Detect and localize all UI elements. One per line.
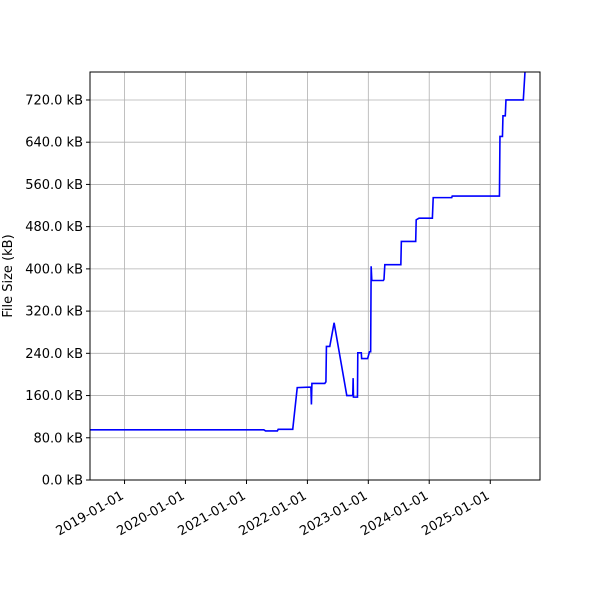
y-tick-label: 640.0 kB (25, 136, 83, 151)
y-tick-label: 160.0 kB (25, 389, 83, 404)
x-tick-label: 2024-01-01 (358, 488, 431, 539)
y-tick-label: 240.0 kB (25, 347, 83, 362)
y-tick-label: 480.0 kB (25, 220, 83, 235)
y-tick-label: 0.0 kB (42, 474, 83, 489)
x-tick-label: 2022-01-01 (236, 488, 309, 539)
x-tick-label: 2020-01-01 (115, 488, 188, 539)
x-tick-label: 2021-01-01 (176, 488, 249, 539)
y-tick-label: 80.0 kB (33, 431, 83, 446)
x-tick-label: 2023-01-01 (297, 488, 370, 539)
x-tick-label: 2019-01-01 (54, 488, 127, 539)
y-tick-label: 320.0 kB (25, 305, 83, 320)
x-tick-label: 2025-01-01 (419, 488, 492, 539)
y-tick-label: 560.0 kB (25, 178, 83, 193)
line-series (90, 71, 526, 432)
y-tick-label: 720.0 kB (25, 93, 83, 108)
y-axis-label: File Size (kB) (1, 234, 16, 317)
plot-frame (89, 71, 541, 481)
y-tick-label: 400.0 kB (25, 262, 83, 277)
